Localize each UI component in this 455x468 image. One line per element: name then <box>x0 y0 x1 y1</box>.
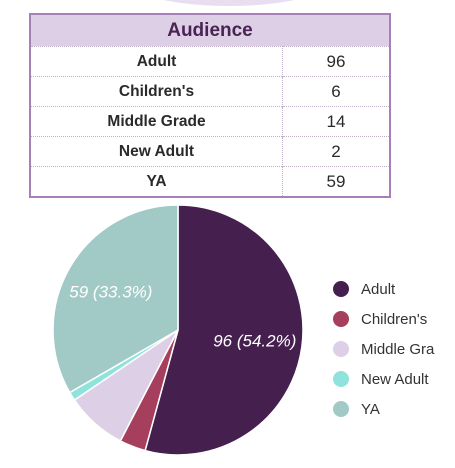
table-row: New Adult 2 <box>31 136 389 167</box>
legend-label: YA <box>361 401 380 418</box>
audience-pie-chart: 96 (54.2%) 59 (33.3%) Adult Children's Midd… <box>52 204 435 456</box>
audience-table: Audience Adult 96 Children's 6 Middle Gr… <box>29 13 391 198</box>
legend-swatch <box>333 401 349 417</box>
pie-slice-ya[interactable] <box>52 204 179 394</box>
previous-chart-fragment <box>112 0 346 6</box>
table-row: YA 59 <box>31 166 389 196</box>
table-title: Audience <box>31 15 389 46</box>
legend-label: Children's <box>361 311 427 328</box>
slice-label: 96 (54.2%) <box>213 331 296 350</box>
row-label: New Adult <box>31 136 283 167</box>
row-value: 6 <box>282 76 389 107</box>
legend-swatch <box>333 371 349 387</box>
legend-item[interactable]: Middle Gra <box>333 341 435 358</box>
slice-label: 59 (33.3%) <box>69 282 152 301</box>
row-label: Middle Grade <box>31 106 283 137</box>
row-value: 2 <box>282 136 389 167</box>
pie-slices <box>52 204 304 456</box>
legend-label: New Adult <box>361 371 429 388</box>
table-row: Children's 6 <box>31 76 389 107</box>
legend-item[interactable]: New Adult <box>333 371 429 388</box>
legend-swatch <box>333 311 349 327</box>
legend-label: Adult <box>361 281 396 298</box>
table-body: Adult 96 Children's 6 Middle Grade 14 Ne… <box>31 46 389 196</box>
table-row: Adult 96 <box>31 46 389 77</box>
row-label: YA <box>31 166 283 196</box>
row-label: Adult <box>31 46 283 77</box>
pie-slice-labels: 96 (54.2%) 59 (33.3%) <box>69 282 296 350</box>
legend-item[interactable]: YA <box>333 401 380 418</box>
legend-swatch <box>333 281 349 297</box>
table-row: Middle Grade 14 <box>31 106 389 137</box>
row-value: 96 <box>282 46 389 77</box>
row-value: 14 <box>282 106 389 137</box>
legend-item[interactable]: Children's <box>333 311 427 328</box>
chart-legend[interactable]: Adult Children's Middle Gra New Adult YA <box>333 281 435 418</box>
row-label: Children's <box>31 76 283 107</box>
pie-slice-adult[interactable] <box>144 204 304 456</box>
legend-item[interactable]: Adult <box>333 281 396 298</box>
legend-swatch <box>333 341 349 357</box>
row-value: 59 <box>282 166 389 196</box>
legend-label: Middle Gra <box>361 341 435 358</box>
